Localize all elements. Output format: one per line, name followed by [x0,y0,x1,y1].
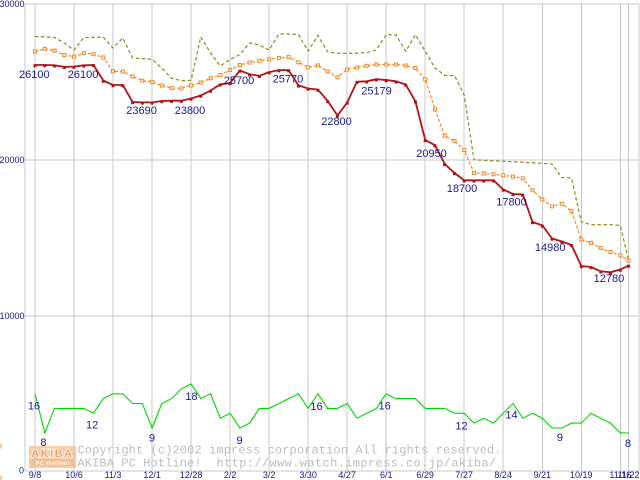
svg-text:26100: 26100 [68,69,99,81]
svg-text:4/27: 4/27 [338,470,356,480]
svg-text:20000: 20000 [0,155,25,165]
svg-text:14980: 14980 [535,242,566,254]
svg-text:18700: 18700 [447,183,478,195]
svg-text:2/2: 2/2 [224,470,237,480]
svg-text:30000: 30000 [0,0,25,9]
svg-text:8/24: 8/24 [494,470,512,480]
svg-text:22800: 22800 [321,116,352,128]
svg-text:20950: 20950 [416,148,447,160]
svg-text:7/27: 7/27 [455,470,473,480]
svg-text:23690: 23690 [126,105,157,117]
svg-text:25179: 25179 [361,86,392,98]
svg-text:9: 9 [557,432,563,444]
svg-text:18: 18 [185,391,197,403]
svg-text:10/6: 10/6 [65,470,83,480]
svg-text:16: 16 [378,401,390,413]
svg-text:16: 16 [28,401,40,413]
svg-text:25770: 25770 [273,74,304,86]
svg-text:Copyright (c)2002 impress corp: Copyright (c)2002 impress corporation Al… [78,443,502,457]
svg-text:9: 9 [237,435,243,447]
svg-text:9/21: 9/21 [534,470,552,480]
svg-text:12: 12 [86,419,98,431]
svg-text:11/16: 11/16 [609,470,631,480]
svg-text:17800: 17800 [496,197,527,209]
svg-text:6/1: 6/1 [380,470,393,480]
svg-text:12/1: 12/1 [143,470,161,480]
svg-text:PC Hotline!: PC Hotline! [36,461,70,467]
svg-text:11/3: 11/3 [105,470,122,480]
svg-text:23800: 23800 [175,105,206,117]
svg-text:http://www.watch.impress.co.jp: http://www.watch.impress.co.jp/akiba/ [217,457,497,471]
svg-text:12: 12 [455,421,467,433]
svg-text:25700: 25700 [224,75,255,87]
svg-text:AKIBA PC Hotline!: AKIBA PC Hotline! [78,457,202,471]
svg-text:10000: 10000 [0,311,25,321]
svg-text:AKIBA: AKIBA [31,448,73,460]
svg-text:12/28: 12/28 [180,470,203,480]
svg-text:10/19: 10/19 [570,470,593,480]
svg-text:16: 16 [310,401,322,413]
svg-text:9/8: 9/8 [29,470,42,480]
svg-text:11/22: 11/22 [618,470,640,480]
svg-text:8: 8 [625,438,631,450]
svg-text:6/29: 6/29 [416,470,434,480]
svg-text:0: 0 [19,466,24,476]
svg-text:26100: 26100 [19,69,50,81]
svg-text:8: 8 [40,437,46,449]
svg-text:9: 9 [149,432,155,444]
svg-text:14: 14 [505,410,517,422]
svg-text:3/30: 3/30 [299,470,317,480]
svg-text:3/2: 3/2 [263,470,276,480]
svg-text:12780: 12780 [594,273,625,285]
